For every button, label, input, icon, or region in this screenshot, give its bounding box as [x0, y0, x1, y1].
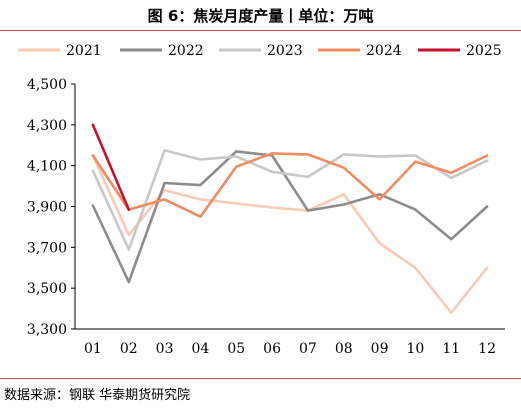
- legend-label-2021: 2021: [66, 43, 102, 59]
- x-tick-label: 12: [478, 341, 496, 357]
- x-tick-label: 08: [335, 341, 353, 357]
- series-line-2025: [91, 123, 131, 211]
- x-tick-label: 02: [120, 341, 138, 357]
- top-divider: [0, 30, 521, 31]
- legend-label-2023: 2023: [267, 43, 303, 59]
- data-source-note: 数据来源：钢联 华泰期货研究院: [4, 388, 191, 403]
- axes: 3,300 3,500 3,700 3,900 4,100 4,300 4,500 01 02 0…: [27, 77, 505, 357]
- x-tick-label: 03: [156, 341, 174, 357]
- x-tick-label: 06: [263, 341, 281, 357]
- y-tick-label: 4,500: [27, 77, 67, 93]
- y-tick-label: 3,900: [27, 200, 67, 216]
- line-chart: 2021 2022 2023 2024 2025 3,300 3,500 3,700 3,90…: [18, 43, 505, 357]
- y-tick-label: 4,100: [27, 159, 67, 175]
- legend-label-2022: 2022: [168, 43, 204, 59]
- x-tick-label: 09: [371, 341, 389, 357]
- y-tick-label: 3,500: [27, 281, 67, 297]
- y-tick-label: 4,300: [27, 118, 67, 134]
- y-tick-label: 3,300: [27, 322, 67, 338]
- series-line-2022: [91, 150, 489, 284]
- x-tick-label: 07: [299, 341, 317, 357]
- series-line-2021: [91, 154, 489, 315]
- x-tick-label: 05: [227, 341, 245, 357]
- series-line-2023: [91, 149, 489, 251]
- y-tick-label: 3,700: [27, 240, 67, 256]
- legend: 2021 2022 2023 2024 2025: [18, 43, 502, 59]
- x-tick-label: 01: [84, 341, 102, 357]
- series-lines: [91, 123, 489, 315]
- x-tick-label: 11: [442, 341, 460, 357]
- x-tick-label: 10: [407, 341, 425, 357]
- chart-title: 图 6：焦炭月度产量丨单位：万吨: [147, 7, 374, 25]
- series-line-2024: [91, 152, 489, 218]
- bottom-divider: [0, 378, 521, 379]
- legend-label-2025: 2025: [466, 43, 502, 59]
- x-tick-label: 04: [192, 341, 210, 357]
- legend-label-2024: 2024: [366, 43, 402, 59]
